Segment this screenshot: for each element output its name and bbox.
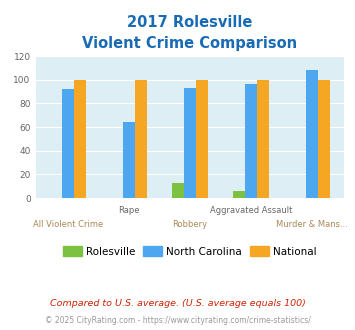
Bar [123,122,135,198]
Bar [245,84,257,198]
Text: Rape: Rape [118,206,140,215]
Text: All Violent Crime: All Violent Crime [33,220,103,229]
Text: Compared to U.S. average. (U.S. average equals 100): Compared to U.S. average. (U.S. average … [50,299,305,308]
Bar [74,80,86,198]
Bar [257,80,269,198]
Text: Robbery: Robbery [173,220,207,229]
Bar [318,80,330,198]
Bar [306,70,318,198]
Legend: Rolesville, North Carolina, National: Rolesville, North Carolina, National [59,242,321,261]
Bar [196,80,208,198]
Text: Aggravated Assault: Aggravated Assault [210,206,292,215]
Title: 2017 Rolesville
Violent Crime Comparison: 2017 Rolesville Violent Crime Comparison [82,15,297,51]
Bar [184,88,196,198]
Text: Murder & Mans...: Murder & Mans... [276,220,348,229]
Bar [135,80,147,198]
Bar [62,89,74,198]
Bar [171,182,184,198]
Text: © 2025 CityRating.com - https://www.cityrating.com/crime-statistics/: © 2025 CityRating.com - https://www.city… [45,316,310,325]
Bar [233,191,245,198]
